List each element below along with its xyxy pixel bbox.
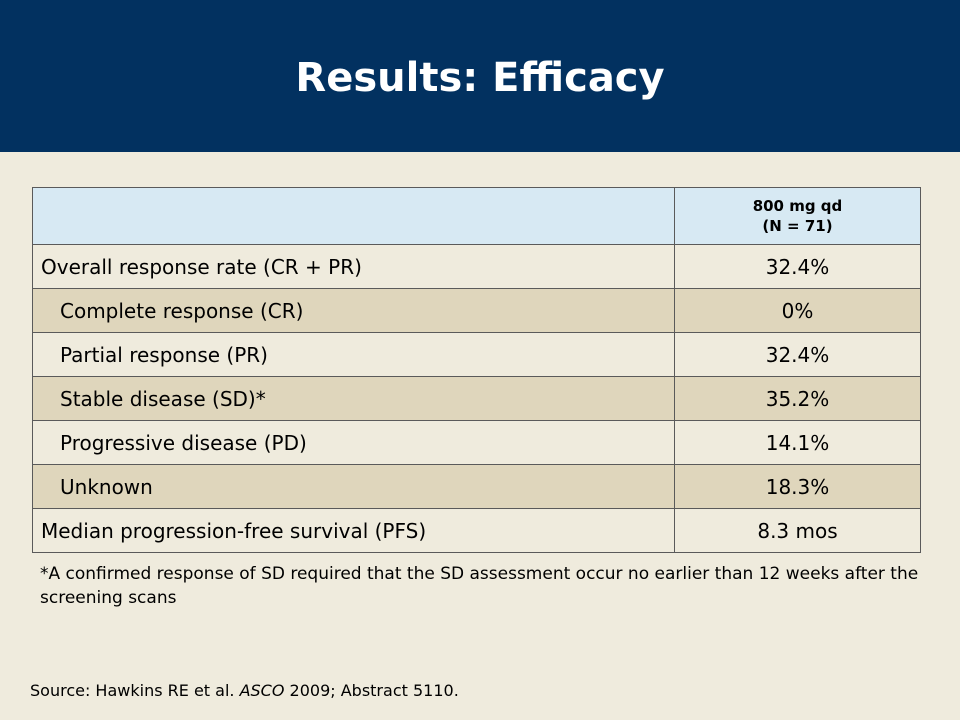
row-label: Stable disease (SD)* bbox=[32, 376, 675, 421]
source-suffix: 2009; Abstract 5110. bbox=[284, 681, 459, 700]
slide-title: Results: Efficacy bbox=[295, 55, 665, 101]
table-header-row: 800 mg qd (N = 71) bbox=[32, 187, 921, 245]
header-empty-cell bbox=[32, 187, 675, 245]
row-value: 32.4% bbox=[674, 332, 921, 377]
row-value: 14.1% bbox=[674, 420, 921, 465]
efficacy-table: 800 mg qd (N = 71) Overall response rate… bbox=[32, 187, 921, 553]
row-value: 35.2% bbox=[674, 376, 921, 421]
row-value: 32.4% bbox=[674, 244, 921, 289]
header-n-label: (N = 71) bbox=[762, 217, 833, 235]
table-row: Progressive disease (PD) 14.1% bbox=[32, 420, 921, 465]
table-row: Stable disease (SD)* 35.2% bbox=[32, 376, 921, 421]
row-label: Partial response (PR) bbox=[32, 332, 675, 377]
row-value: 18.3% bbox=[674, 464, 921, 509]
row-label: Overall response rate (CR + PR) bbox=[32, 244, 675, 289]
header-dose-cell: 800 mg qd (N = 71) bbox=[674, 187, 921, 245]
row-label: Unknown bbox=[32, 464, 675, 509]
source-prefix: Source: Hawkins RE et al. bbox=[30, 681, 240, 700]
header-dose-label: 800 mg qd bbox=[752, 197, 843, 215]
title-banner: Results: Efficacy bbox=[0, 0, 960, 152]
row-label: Median progression-free survival (PFS) bbox=[32, 508, 675, 553]
table-row: Complete response (CR) 0% bbox=[32, 288, 921, 333]
row-value: 0% bbox=[674, 288, 921, 333]
table-row: Overall response rate (CR + PR) 32.4% bbox=[32, 244, 921, 289]
table-row: Unknown 18.3% bbox=[32, 464, 921, 509]
footnote: *A confirmed response of SD required tha… bbox=[40, 564, 919, 608]
table-row: Median progression-free survival (PFS) 8… bbox=[32, 508, 921, 553]
source-citation: Source: Hawkins RE et al. ASCO 2009; Abs… bbox=[30, 680, 930, 702]
table-row: Partial response (PR) 32.4% bbox=[32, 332, 921, 377]
row-label: Progressive disease (PD) bbox=[32, 420, 675, 465]
row-value: 8.3 mos bbox=[674, 508, 921, 553]
row-label: Complete response (CR) bbox=[32, 288, 675, 333]
source-journal: ASCO bbox=[239, 681, 285, 700]
